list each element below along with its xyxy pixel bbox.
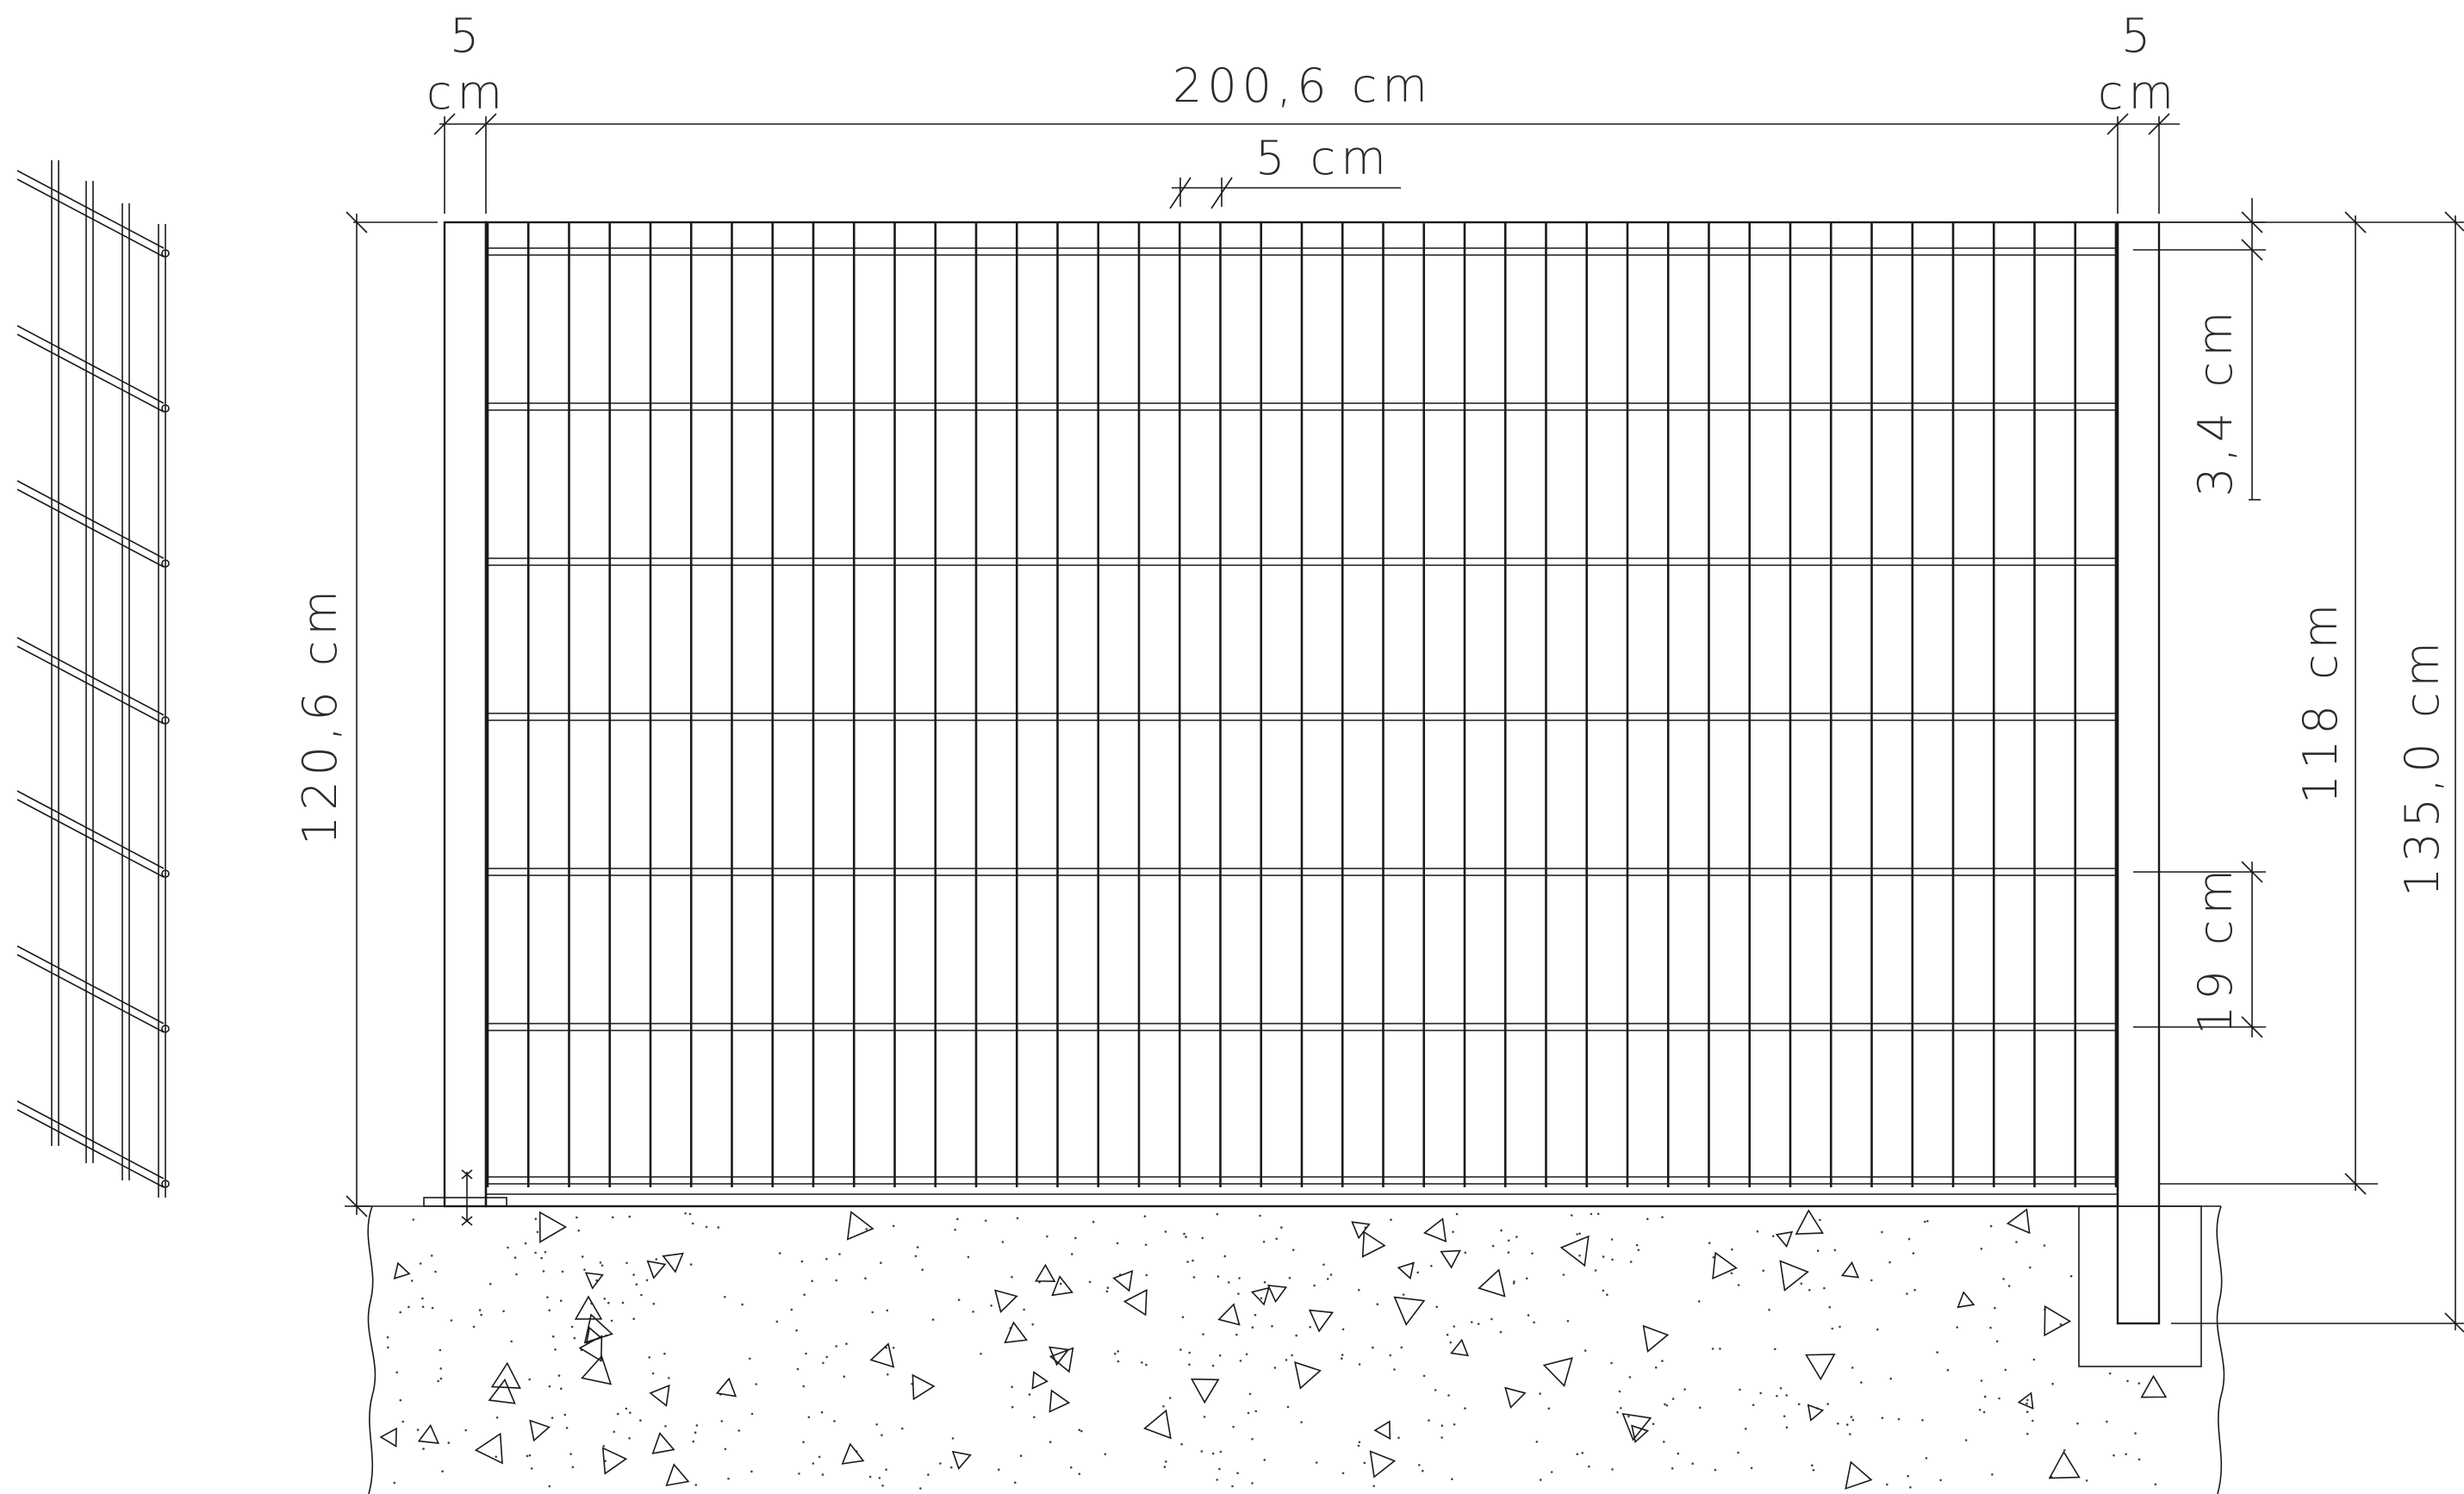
left-base-plate: [423, 1197, 507, 1207]
panel-width-label: 200,6 cm: [1173, 59, 1433, 113]
right-post-width-number: 5: [2121, 9, 2156, 63]
right-post: [2116, 221, 2161, 1325]
concrete-aggregate: [379, 1208, 2168, 1490]
left-post-width-unit: cm: [426, 65, 507, 120]
left-post: [443, 221, 488, 1208]
mesh-height-label: 118 cm: [2293, 599, 2348, 805]
top-gap-label: 3,4 cm: [2188, 306, 2243, 496]
ground-concrete: [345, 1205, 2225, 1494]
row-spacing-label: 19 cm: [2188, 864, 2243, 1035]
right-post-width-unit: cm: [2098, 65, 2179, 120]
posts: [423, 221, 2161, 1325]
isometric-panel-detail: [16, 160, 170, 1198]
panel-height-label: 120,6 cm: [293, 585, 347, 845]
dimension-lines: [345, 113, 2464, 1333]
mesh-panel: [484, 221, 2119, 1208]
anchor-marks: [461, 1169, 473, 1226]
dimension-labels: 5 cm 5 cm 200,6 cm 5 cm 120,6 cm 3,4 cm …: [293, 9, 2449, 1035]
concrete-speckles: [386, 1212, 2157, 1490]
post-height-label: 135,0 cm: [2395, 637, 2449, 897]
left-post-width-number: 5: [450, 9, 484, 63]
wire-spacing-label: 5 cm: [1255, 131, 1391, 185]
